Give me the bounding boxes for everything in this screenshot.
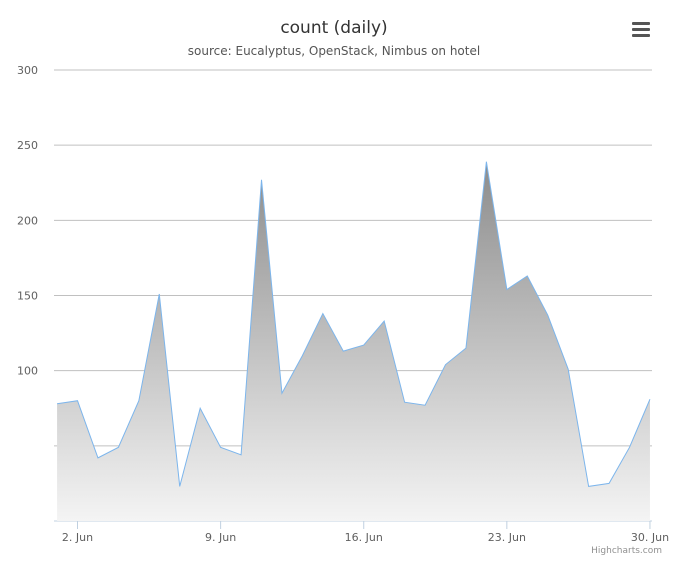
- chart-title: count (daily): [280, 18, 387, 38]
- x-tick-label: 23. Jun: [488, 531, 526, 544]
- y-tick-label: 250: [17, 139, 38, 152]
- y-tick-label: 200: [17, 214, 38, 227]
- x-tick-label: 16. Jun: [345, 531, 383, 544]
- y-tick-label: 150: [17, 290, 38, 303]
- area-line: [56, 161, 651, 487]
- y-tick-label: 100: [17, 365, 38, 378]
- menu-button[interactable]: [632, 22, 650, 37]
- credits[interactable]: Highcharts.com: [591, 546, 662, 556]
- menu-bar: [632, 22, 650, 25]
- area-fill: [57, 161, 650, 521]
- x-tick-label: 30. Jun: [631, 531, 669, 544]
- x-tick-label: 9. Jun: [205, 531, 236, 544]
- menu-bar: [632, 28, 650, 31]
- x-tick-label: 2. Jun: [62, 531, 93, 544]
- menu-bar: [632, 34, 650, 37]
- chart-subtitle: source: Eucalyptus, OpenStack, Nimbus on…: [188, 44, 480, 58]
- y-tick-label: 300: [17, 64, 38, 77]
